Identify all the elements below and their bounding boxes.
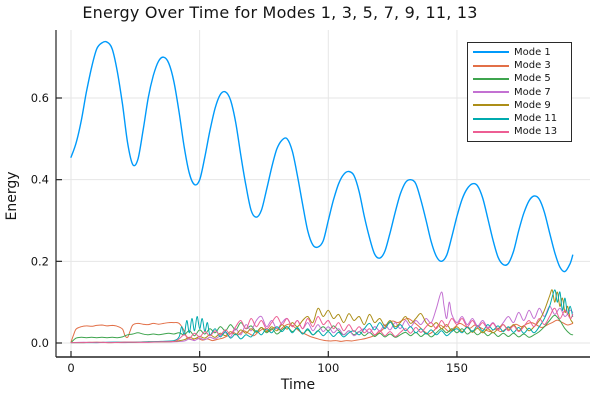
x-tick-label: 100	[317, 361, 339, 375]
series-line-mode-5	[70, 314, 574, 344]
legend-label: Mode 3	[514, 60, 551, 71]
legend-swatch-mode-7	[473, 91, 509, 93]
legend-item: Mode 5	[468, 73, 571, 85]
y-axis-label: Energy	[4, 171, 20, 221]
legend-item: Mode 13	[468, 126, 571, 138]
series-line-mode-1	[70, 40, 574, 273]
legend: Mode 1 Mode 3 Mode 5 Mode 7 Mode 9 Mode 11 Mod…	[467, 42, 572, 142]
legend-label: Mode 13	[514, 126, 558, 138]
y-tick-label: 0.4	[31, 173, 49, 187]
x-tick-label: 50	[192, 361, 207, 375]
x-tick-label: 150	[446, 361, 468, 375]
legend-label: Mode 7	[514, 86, 551, 98]
legend-swatch-mode-3	[473, 64, 509, 67]
legend-swatch-mode-9	[473, 104, 509, 107]
legend-item: Mode 1	[468, 46, 571, 58]
legend-swatch-mode-1	[473, 51, 509, 54]
y-tick-label: 0.6	[31, 91, 49, 105]
legend-label: Mode 11	[514, 113, 558, 124]
legend-item: Mode 9	[468, 99, 571, 111]
series-line-mode-11	[70, 289, 574, 344]
legend-item: Mode 7	[468, 86, 571, 98]
legend-swatch-mode-13	[473, 130, 509, 133]
legend-item: Mode 3	[468, 60, 571, 72]
legend-item: Mode 11	[468, 113, 571, 125]
x-axis-label: Time	[280, 377, 316, 393]
series-line-mode-9	[70, 289, 574, 344]
legend-label: Mode 1	[514, 46, 551, 58]
chart-title: Energy Over Time for Modes 1, 3, 5, 7, 9…	[82, 3, 478, 22]
y-tick-label: 0.2	[31, 254, 49, 268]
x-tick-label: 0	[67, 361, 74, 375]
legend-label: Mode 5	[514, 73, 551, 85]
y-tick-label: 0.0	[31, 336, 49, 350]
legend-swatch-mode-5	[473, 77, 509, 80]
series-line-mode-13	[70, 307, 574, 344]
legend-label: Mode 9	[514, 99, 551, 111]
legend-swatch-mode-11	[473, 117, 509, 120]
